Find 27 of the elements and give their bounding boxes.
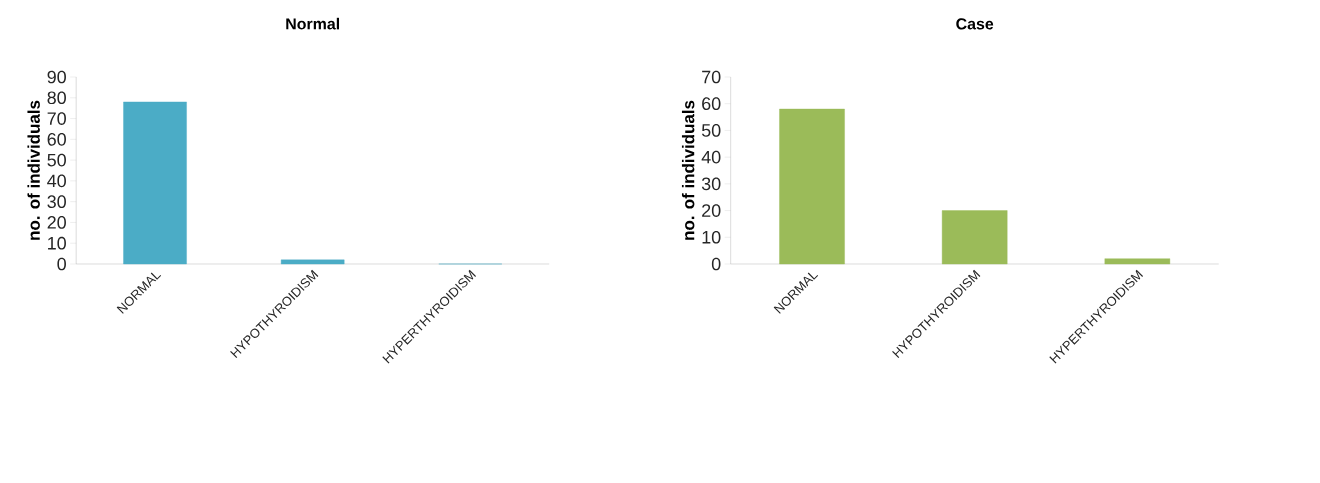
y-tick-label: 40 <box>701 150 721 164</box>
bar <box>1104 258 1171 265</box>
bar <box>779 108 845 265</box>
y-tick-label: 60 <box>702 97 721 111</box>
y-tick-label: 90 <box>47 70 66 84</box>
bar <box>123 101 187 265</box>
y-tick-label: 50 <box>701 124 721 137</box>
y-axis-title: no. of individuals <box>27 100 40 240</box>
y-tick-label: 80 <box>47 91 66 105</box>
y-tick-label: 60 <box>47 132 66 146</box>
bar <box>280 259 345 265</box>
y-tick-label: 70 <box>47 112 66 125</box>
y-tick-label: 0 <box>57 257 66 271</box>
y-tick-label: 10 <box>48 236 66 250</box>
y-tick-label: 40 <box>47 174 66 188</box>
y-tick-label: 20 <box>702 204 721 217</box>
y-tick-label: 50 <box>47 153 66 167</box>
y-tick-label: 0 <box>711 257 721 271</box>
bar <box>941 210 1008 265</box>
y-tick-label: 30 <box>47 195 66 208</box>
chart-title: Normal <box>286 17 339 30</box>
y-axis-title: no. of individuals <box>681 100 695 240</box>
y-tick-label: 30 <box>701 177 721 191</box>
chart-title: Case <box>956 18 994 30</box>
y-tick-label: 10 <box>702 230 721 244</box>
y-tick-label: 20 <box>47 216 66 229</box>
y-tick-label: 70 <box>702 70 721 84</box>
